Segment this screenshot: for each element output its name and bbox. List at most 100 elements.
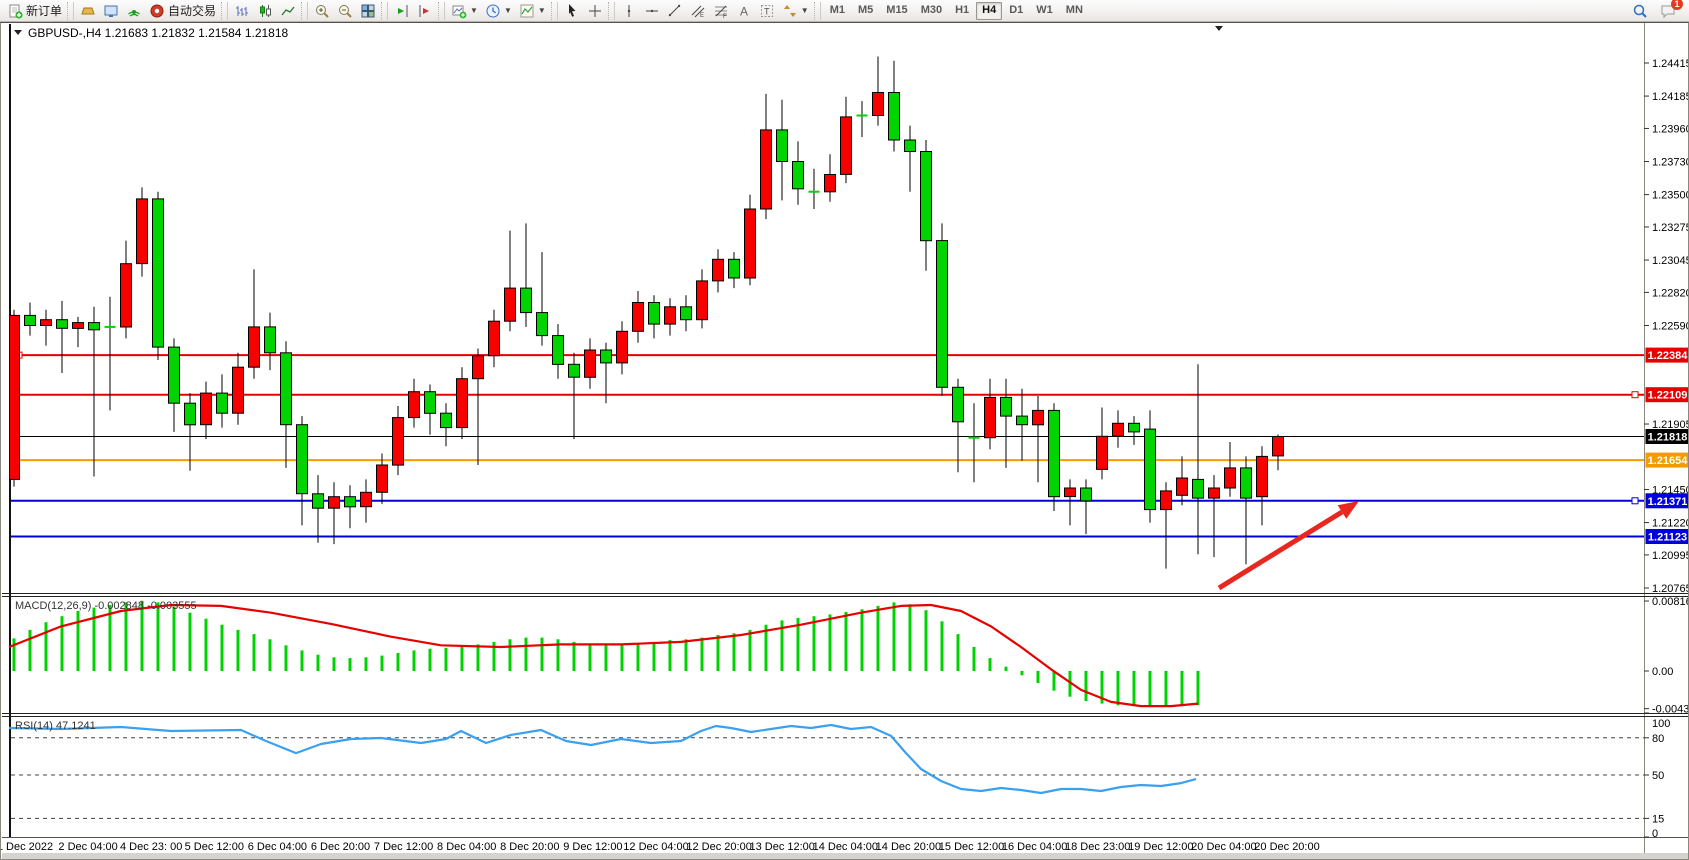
svg-text:A: A <box>740 4 748 18</box>
candle-chart-button[interactable] <box>254 1 276 21</box>
zoom-in-icon <box>316 4 329 18</box>
hline-handle[interactable] <box>1631 391 1639 399</box>
time-label: 16 Dec 04:00 <box>1002 841 1067 853</box>
crosshair-button[interactable] <box>584 1 606 21</box>
chart-window-button[interactable] <box>100 1 122 21</box>
macd-label: MACD(12,26,9) -0.002848 -0.003555 <box>15 600 197 612</box>
time-label: 8 Dec 20:00 <box>500 841 559 853</box>
price-tag-label: 1.21818 <box>1648 432 1688 444</box>
timeframe-d1-button[interactable]: D1 <box>1009 3 1024 16</box>
price-tag-label: 1.21123 <box>1648 532 1687 544</box>
trend-arrow-head[interactable] <box>1337 501 1359 519</box>
chart-canvas[interactable]: 1.24415 1.24185 1.23960 1.23730 1.23500 1.232… <box>0 23 1689 860</box>
toolbar-separator <box>438 1 446 20</box>
text-label-button[interactable]: T <box>756 1 778 21</box>
autotrade-icon <box>150 4 164 17</box>
toolbar-separator <box>607 1 615 20</box>
arrows-button[interactable]: ▼ <box>779 1 812 21</box>
vline-icon <box>627 4 630 17</box>
price-tick-label: 1.24415 <box>1652 58 1688 70</box>
price-tag <box>1645 387 1689 403</box>
time-axis[interactable]: 1 Dec 2022 2 Dec 04:00 4 Dec 23: 00 5 Dec 1… <box>0 841 1320 853</box>
time-label: 15 Dec 12:00 <box>939 841 1004 853</box>
time-label: 6 Dec 04:00 <box>248 841 307 853</box>
new-order-button[interactable]: 新订单 <box>4 1 65 21</box>
hline-handle[interactable] <box>1631 497 1639 505</box>
window-bottom-strip <box>2 853 1688 860</box>
new-chart-button[interactable]: ▼ <box>448 1 481 21</box>
zoom-in-button[interactable] <box>311 1 333 21</box>
chart-shift-button[interactable] <box>414 1 436 21</box>
toolbar-button-label: 新订单 <box>26 4 63 18</box>
timeframe-h1-button[interactable]: H1 <box>955 3 970 16</box>
price-tag <box>1645 452 1689 468</box>
chart-shift-marker-icon[interactable] <box>1215 26 1223 31</box>
timeframe-m1-button[interactable]: M1 <box>829 3 845 16</box>
rsi-axis-label: 50 <box>1652 770 1664 782</box>
arrows-icon <box>783 4 796 17</box>
price-axis[interactable]: 1.24415 1.24185 1.23960 1.23730 1.23500 1.232… <box>1644 58 1689 595</box>
trend-arrow-line[interactable] <box>1217 509 1344 591</box>
price-tick-label: 1.20995 <box>1652 550 1688 562</box>
time-label: 2 Dec 04:00 <box>58 841 117 853</box>
auto-scroll-icon <box>398 4 408 17</box>
cursor-button[interactable] <box>561 1 583 21</box>
auto-scroll-button[interactable] <box>391 1 413 21</box>
template-button[interactable]: ▼ <box>516 1 549 21</box>
gold-bar-button[interactable] <box>77 1 99 21</box>
crosshair-icon <box>588 4 601 17</box>
fibonacci-button[interactable]: F <box>710 1 732 21</box>
chart-title: GBPUSD-,H4 1.21683 1.21832 1.21584 1.218… <box>28 26 289 40</box>
chevron-down-icon: ▼ <box>470 6 478 15</box>
bar-chart-button[interactable] <box>231 1 253 21</box>
line-chart-button[interactable] <box>277 1 299 21</box>
price-tick-label: 1.21220 <box>1652 518 1688 530</box>
time-label: 18 Dec 23:00 <box>1065 841 1130 853</box>
periods-button[interactable]: ▼ <box>482 1 515 21</box>
timeframe-m5-button[interactable]: M5 <box>858 3 874 16</box>
chat-button[interactable]: 1 <box>1657 0 1683 21</box>
panel-separator-rsi[interactable] <box>2 713 1688 717</box>
timeframe-m15-button[interactable]: M15 <box>886 3 908 16</box>
rsi-label: RSI(14) 47.1241 <box>15 720 96 732</box>
main-toolbar: 新订单 自动交易 ▼ ▼ ▼ E F A T ▼ M1 M5 M15 M30 H1 H4 D1 W1 MN 1 <box>0 0 1689 22</box>
timeframe-h4-button[interactable]: H4 <box>976 1 1003 20</box>
svg-text:T: T <box>764 6 770 16</box>
chevron-down-icon: ▼ <box>503 6 512 15</box>
macd-axis-label: 0.008166 <box>1652 596 1688 608</box>
time-label: 8 Dec 04:00 <box>437 841 496 853</box>
hline-icon <box>645 9 658 12</box>
search-button[interactable] <box>1629 1 1651 21</box>
time-label: 14 Dec 20:00 <box>876 841 941 853</box>
chevron-down-icon: ▼ <box>537 6 546 15</box>
channel-button[interactable]: E <box>687 1 709 21</box>
tile-windows-icon <box>361 4 375 17</box>
rsi-panel: 100 80 50 15 0 <box>8 712 1670 840</box>
time-label: 14 Dec 04:00 <box>813 841 878 853</box>
timeframe-w1-button[interactable]: W1 <box>1036 3 1053 16</box>
autotrade-button[interactable]: 自动交易 <box>146 1 219 21</box>
time-label: 1 Dec 2022 <box>1 841 53 853</box>
panel-separator-macd[interactable] <box>2 593 1688 597</box>
cursor-icon <box>568 3 576 17</box>
text-button[interactable]: A <box>733 1 755 21</box>
price-tag <box>1645 347 1689 363</box>
price-tick-label: 1.22820 <box>1652 287 1688 299</box>
fibonacci-icon: F <box>714 5 727 19</box>
bar-chart-icon <box>236 5 249 16</box>
collapse-icon[interactable] <box>14 30 22 35</box>
chart-window-icon <box>104 5 118 17</box>
text-icon: A <box>740 4 748 18</box>
price-tag-label: 1.22384 <box>1648 350 1688 362</box>
trendline-button[interactable] <box>664 1 686 21</box>
timeframe-mn-button[interactable]: MN <box>1065 3 1083 16</box>
zoom-out-button[interactable] <box>334 1 356 21</box>
timeframe-m30-button[interactable]: M30 <box>920 3 943 16</box>
hline-button[interactable] <box>641 1 663 21</box>
vline-button[interactable] <box>618 1 640 21</box>
signal-button[interactable] <box>123 1 145 21</box>
tile-windows-button[interactable] <box>357 1 379 21</box>
trend-arrow[interactable] <box>1217 501 1359 591</box>
price-tick-label: 1.23275 <box>1652 222 1688 234</box>
toolbar-separator <box>221 1 229 20</box>
